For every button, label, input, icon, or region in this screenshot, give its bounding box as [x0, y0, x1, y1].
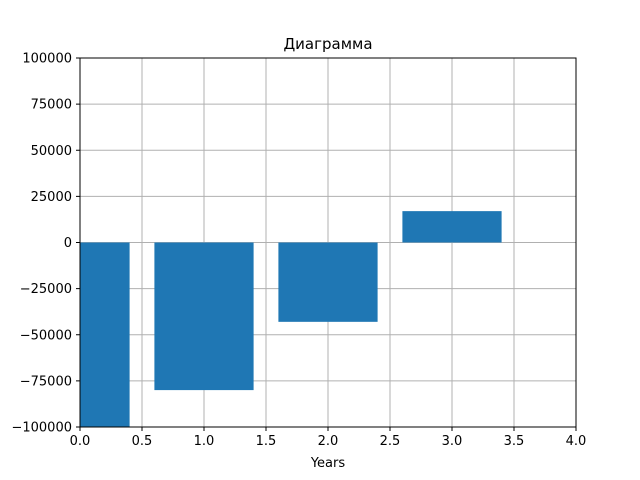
y-tick-label: −50000	[20, 328, 72, 343]
y-tick-label: 25000	[31, 190, 72, 205]
x-tick-label: 2.5	[380, 434, 401, 449]
bar	[278, 242, 378, 322]
y-tick-label: 75000	[31, 98, 72, 113]
x-axis-ticks: 0.0 0.5 1.0 1.5 2.0 2.5 3.0 3.5 4.0	[70, 427, 587, 449]
x-tick-label: 2.0	[318, 434, 339, 449]
chart-title: Диаграмма	[283, 35, 372, 53]
x-tick-label: 3.0	[442, 434, 463, 449]
y-tick-label: 50000	[31, 144, 72, 159]
x-tick-label: 4.0	[566, 434, 587, 449]
y-tick-label: 100000	[22, 52, 72, 67]
x-tick-label: 0.0	[70, 434, 91, 449]
x-axis-label: Years	[310, 456, 346, 471]
bar	[80, 242, 130, 427]
bar	[402, 211, 502, 243]
y-tick-label: −25000	[20, 282, 72, 297]
x-tick-label: 0.5	[132, 434, 153, 449]
y-tick-label: −100000	[11, 421, 72, 436]
y-axis-ticks: −100000 −75000 −50000 −25000 0 25000 50000 7500…	[11, 52, 80, 436]
x-tick-label: 1.0	[194, 434, 215, 449]
y-tick-label: −75000	[20, 374, 72, 389]
x-tick-label: 3.5	[504, 434, 525, 449]
y-tick-label: 0	[64, 236, 72, 251]
bars	[80, 211, 502, 427]
bar	[154, 242, 254, 391]
x-tick-label: 1.5	[256, 434, 277, 449]
